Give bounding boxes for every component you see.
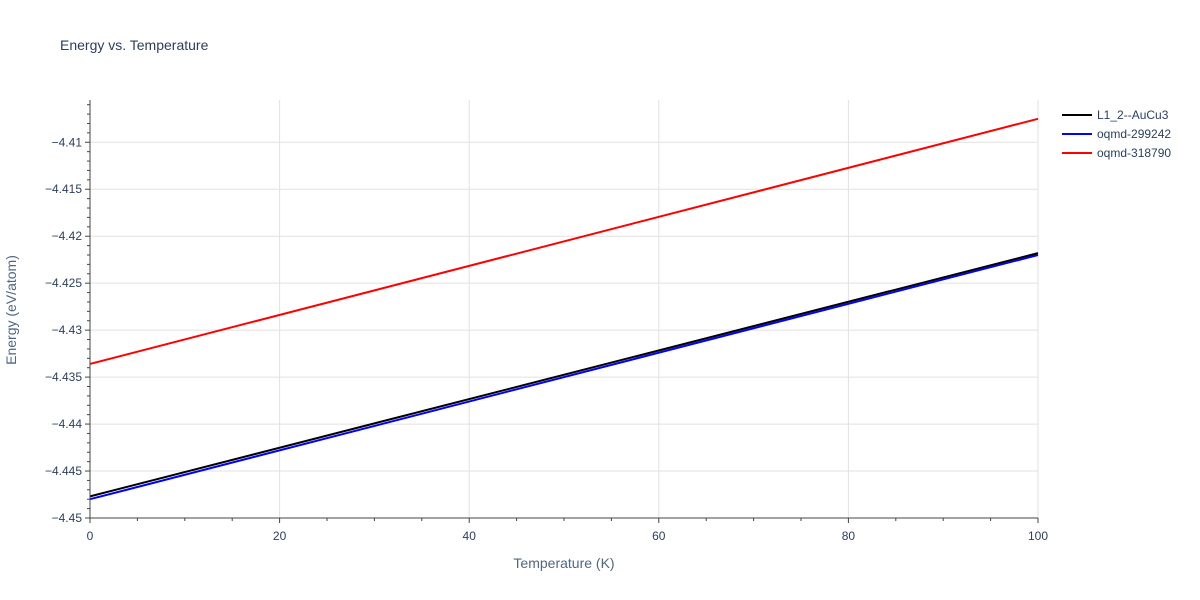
y-tick-label: −4.435 [45,370,82,384]
y-tick-label: −4.45 [52,511,83,525]
x-tick-label: 60 [652,529,666,543]
y-tick-label: −4.42 [52,229,83,243]
series-line-oqmd-299242 [89,254,1039,501]
x-tick-label: 80 [842,529,856,543]
y-tick-label: −4.445 [45,464,82,478]
series-line-L1_2--AuCu3 [89,252,1039,498]
grid [90,100,1039,519]
minor-ticks [85,104,1039,523]
series-line-oqmd-318790 [89,117,1039,365]
legend[interactable]: L1_2--AuCu3 oqmd-299242 oqmd-318790 [1062,108,1171,160]
legend-label: oqmd-299242 [1097,127,1171,141]
x-tick-label: 40 [463,529,477,543]
chart-title: Energy vs. Temperature [60,37,209,53]
y-tick-label: −4.41 [52,135,83,149]
y-tick-labels: −4.45 −4.445 −4.44 −4.435 −4.43 −4.425 −4.42 −4… [45,135,82,525]
legend-item[interactable]: oqmd-299242 [1062,127,1171,141]
y-axis-title: Energy (eV/atom) [3,255,19,365]
y-tick-label: −4.43 [52,323,83,337]
x-axis-title: Temperature (K) [513,555,614,571]
y-tick-label: −4.44 [52,417,83,431]
y-tick-label: −4.415 [45,182,82,196]
x-tick-label: 20 [273,529,287,543]
y-tick-label: −4.425 [45,276,82,290]
legend-label: L1_2--AuCu3 [1097,108,1169,122]
x-tick-labels: 0 20 40 60 80 100 [87,529,1049,543]
legend-item[interactable]: L1_2--AuCu3 [1062,108,1169,122]
legend-label: oqmd-318790 [1097,146,1171,160]
x-tick-label: 100 [1028,529,1048,543]
series-lines [89,117,1039,501]
legend-item[interactable]: oqmd-318790 [1062,146,1171,160]
x-tick-label: 0 [87,529,94,543]
